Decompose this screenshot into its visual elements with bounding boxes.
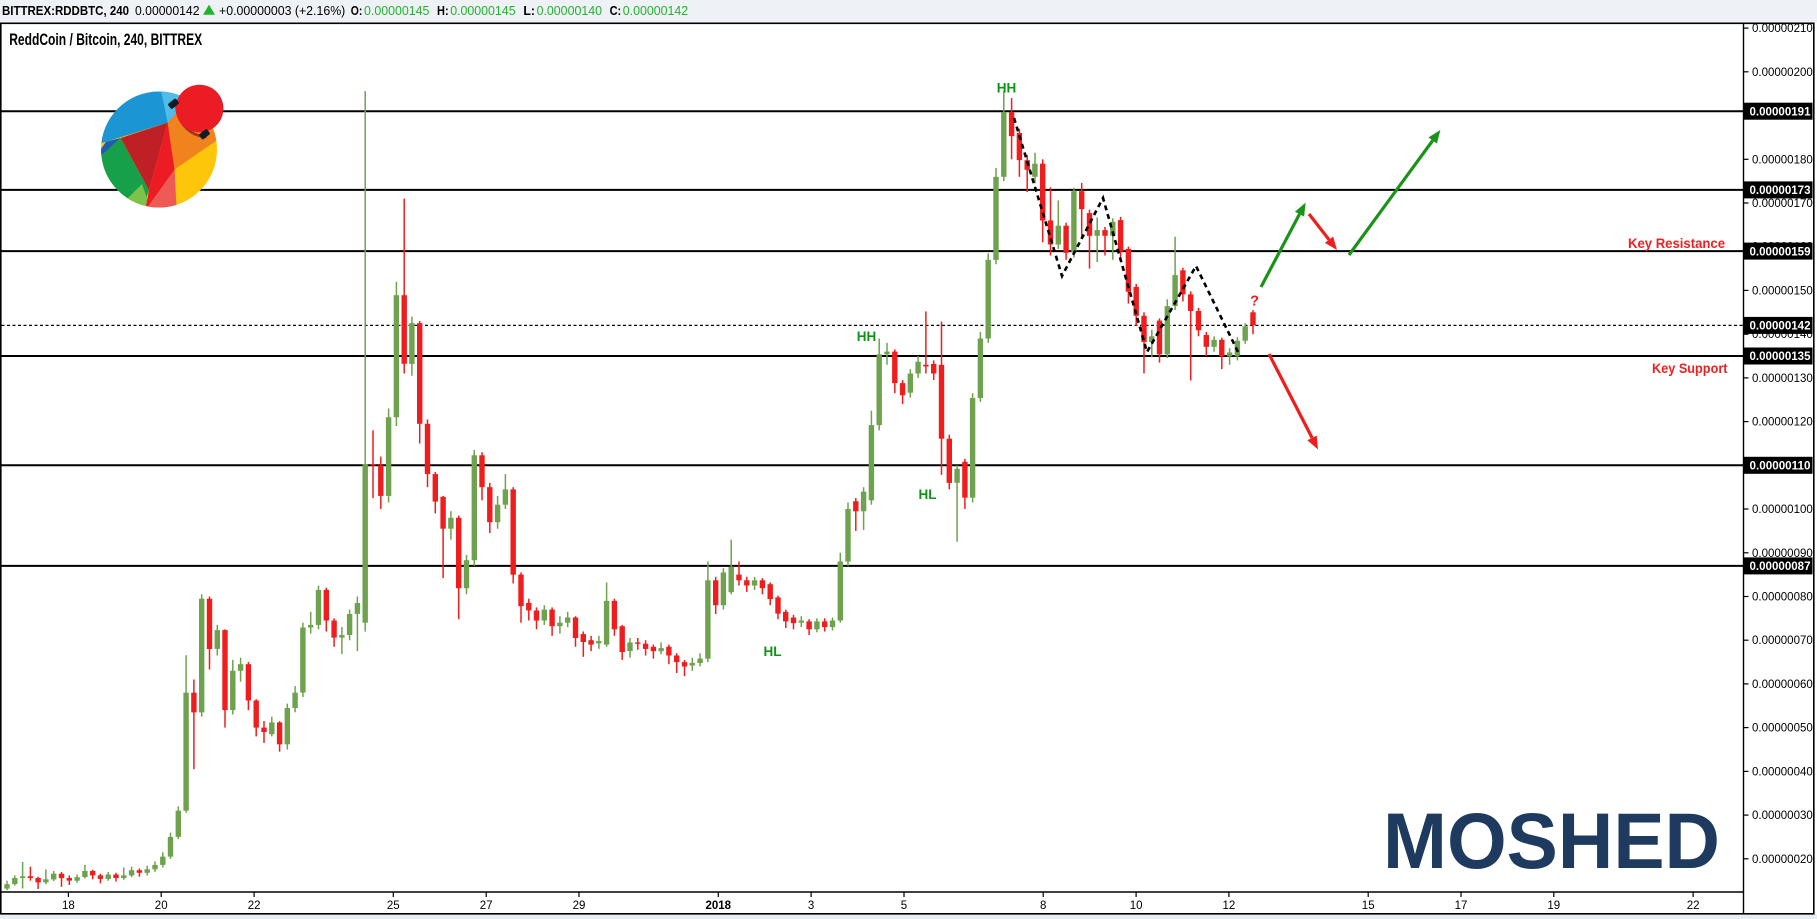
svg-text:0.00000173: 0.00000173 xyxy=(1750,183,1811,197)
svg-text:8: 8 xyxy=(1040,900,1046,912)
svg-text:0.00000180: 0.00000180 xyxy=(1752,154,1813,166)
svg-text:0.00000070: 0.00000070 xyxy=(1752,635,1813,647)
svg-text:0.00000120: 0.00000120 xyxy=(1752,417,1813,429)
svg-text:2018: 2018 xyxy=(706,900,732,912)
svg-text:0.00000150: 0.00000150 xyxy=(1752,285,1813,297)
svg-text:0.00000100: 0.00000100 xyxy=(1752,504,1813,516)
svg-text:Key Resistance: Key Resistance xyxy=(1628,236,1725,251)
svg-text:0.00000142: 0.00000142 xyxy=(1750,319,1811,333)
svg-text:HL: HL xyxy=(764,644,782,659)
svg-text:0.00000191: 0.00000191 xyxy=(1750,104,1811,118)
svg-text:HL: HL xyxy=(919,487,937,502)
svg-text:0.00000030: 0.00000030 xyxy=(1752,810,1813,822)
svg-text:0.00000040: 0.00000040 xyxy=(1752,766,1813,778)
svg-text:0.00000060: 0.00000060 xyxy=(1752,679,1813,691)
svg-text:18: 18 xyxy=(62,900,75,912)
svg-text:C:: C: xyxy=(610,3,622,18)
svg-text:0.00000020: 0.00000020 xyxy=(1752,854,1813,866)
svg-text:H:: H: xyxy=(437,3,449,18)
svg-text:?: ? xyxy=(1250,294,1259,310)
svg-text:0.00000142: 0.00000142 xyxy=(623,4,688,18)
svg-text:0.00000050: 0.00000050 xyxy=(1752,723,1813,735)
svg-text:0.00000080: 0.00000080 xyxy=(1752,592,1813,604)
svg-text:20: 20 xyxy=(155,900,168,912)
svg-text:0.00000200: 0.00000200 xyxy=(1752,67,1813,79)
svg-text:19: 19 xyxy=(1547,900,1560,912)
svg-text:0.00000110: 0.00000110 xyxy=(1750,459,1811,473)
svg-text:HH: HH xyxy=(997,81,1017,96)
svg-text:0.00000159: 0.00000159 xyxy=(1750,244,1811,258)
svg-text:0.00000130: 0.00000130 xyxy=(1752,373,1813,385)
svg-text:25: 25 xyxy=(387,900,400,912)
svg-text:O:: O: xyxy=(351,3,363,18)
svg-text:29: 29 xyxy=(573,900,586,912)
svg-text:0.00000087: 0.00000087 xyxy=(1750,559,1811,573)
svg-text:17: 17 xyxy=(1455,900,1468,912)
svg-text:15: 15 xyxy=(1362,900,1375,912)
svg-text:27: 27 xyxy=(480,900,493,912)
svg-text:0.00000170: 0.00000170 xyxy=(1752,198,1813,210)
svg-text:0.00000090: 0.00000090 xyxy=(1752,548,1813,560)
svg-text:L:: L: xyxy=(523,3,535,18)
svg-text:0.00000140: 0.00000140 xyxy=(537,4,602,18)
svg-text:0.00000145: 0.00000145 xyxy=(364,4,429,18)
svg-text:3: 3 xyxy=(808,900,814,912)
svg-text:22: 22 xyxy=(248,900,261,912)
svg-text:10: 10 xyxy=(1130,900,1143,912)
svg-text:HH: HH xyxy=(857,329,877,344)
svg-text:ReddCoin / Bitcoin, 240, BITTR: ReddCoin / Bitcoin, 240, BITTREX xyxy=(9,31,202,49)
svg-text:22: 22 xyxy=(1687,900,1700,912)
svg-text:+0.00000003 (+2.16%): +0.00000003 (+2.16%) xyxy=(219,4,345,18)
svg-text:12: 12 xyxy=(1223,900,1236,912)
svg-text:MOSHED: MOSHED xyxy=(1383,796,1720,885)
svg-text:0.00000145: 0.00000145 xyxy=(450,4,515,18)
svg-text:Key Support: Key Support xyxy=(1652,361,1728,376)
svg-text:BITTREX:RDDBTC, 240: BITTREX:RDDBTC, 240 xyxy=(2,3,129,18)
svg-text:0.00000142: 0.00000142 xyxy=(135,4,200,18)
svg-text:5: 5 xyxy=(901,900,907,912)
svg-text:0.00000135: 0.00000135 xyxy=(1750,349,1811,363)
svg-text:0.00000210: 0.00000210 xyxy=(1752,23,1813,35)
